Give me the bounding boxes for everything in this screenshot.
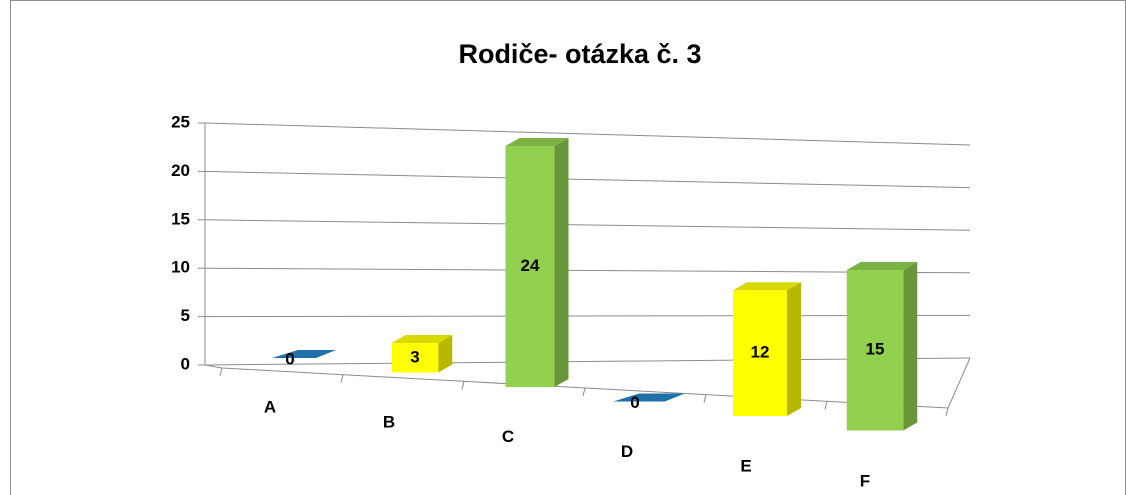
x-tick [703, 394, 707, 403]
floor-right-edge [947, 357, 971, 409]
y-tick-label: 5 [181, 306, 190, 325]
bar-side [438, 335, 453, 373]
bar [733, 290, 787, 416]
x-tick-label: A [264, 397, 276, 416]
data-label: 0 [285, 349, 294, 368]
bar [505, 146, 555, 387]
x-tick-label: D [621, 442, 633, 461]
data-label: 15 [866, 340, 885, 359]
bar [272, 350, 336, 358]
grid-line [204, 122, 971, 146]
x-tick [824, 401, 828, 410]
y-tick-label: 25 [171, 112, 190, 131]
x-tick [461, 381, 465, 390]
grid-line [204, 170, 971, 189]
grid-line [204, 314, 971, 318]
floor-left-edge [204, 364, 223, 369]
data-label: 3 [410, 347, 419, 366]
data-label: 24 [521, 256, 540, 275]
x-tick [945, 407, 949, 417]
x-tick-label: F [860, 471, 870, 490]
bar [613, 393, 685, 402]
x-tick [219, 367, 223, 377]
bar-top [391, 335, 453, 344]
bar [391, 343, 439, 373]
chart-title: Rodiče- otázka č. 3 [458, 39, 701, 69]
x-tick [340, 374, 344, 383]
bar-side [903, 262, 918, 431]
grid-line [204, 267, 971, 274]
y-tick-label: 20 [171, 161, 190, 180]
bar-top [505, 138, 569, 147]
bar-side [787, 282, 801, 416]
y-tick-label: 0 [181, 354, 190, 373]
grid-line [204, 219, 971, 231]
grid-line [204, 357, 971, 366]
bar-side [554, 138, 569, 387]
x-tick [582, 387, 586, 397]
data-label: 12 [751, 343, 770, 362]
y-tick-label: 15 [171, 209, 190, 228]
bar-top [733, 282, 801, 291]
x-tick-label: B [383, 412, 395, 431]
data-label: 0 [630, 393, 639, 412]
x-tick-label: C [502, 427, 514, 446]
y-tick-label: 10 [171, 258, 190, 277]
bar [846, 270, 904, 431]
bar-top [846, 262, 918, 270]
x-tick-label: E [740, 457, 751, 476]
